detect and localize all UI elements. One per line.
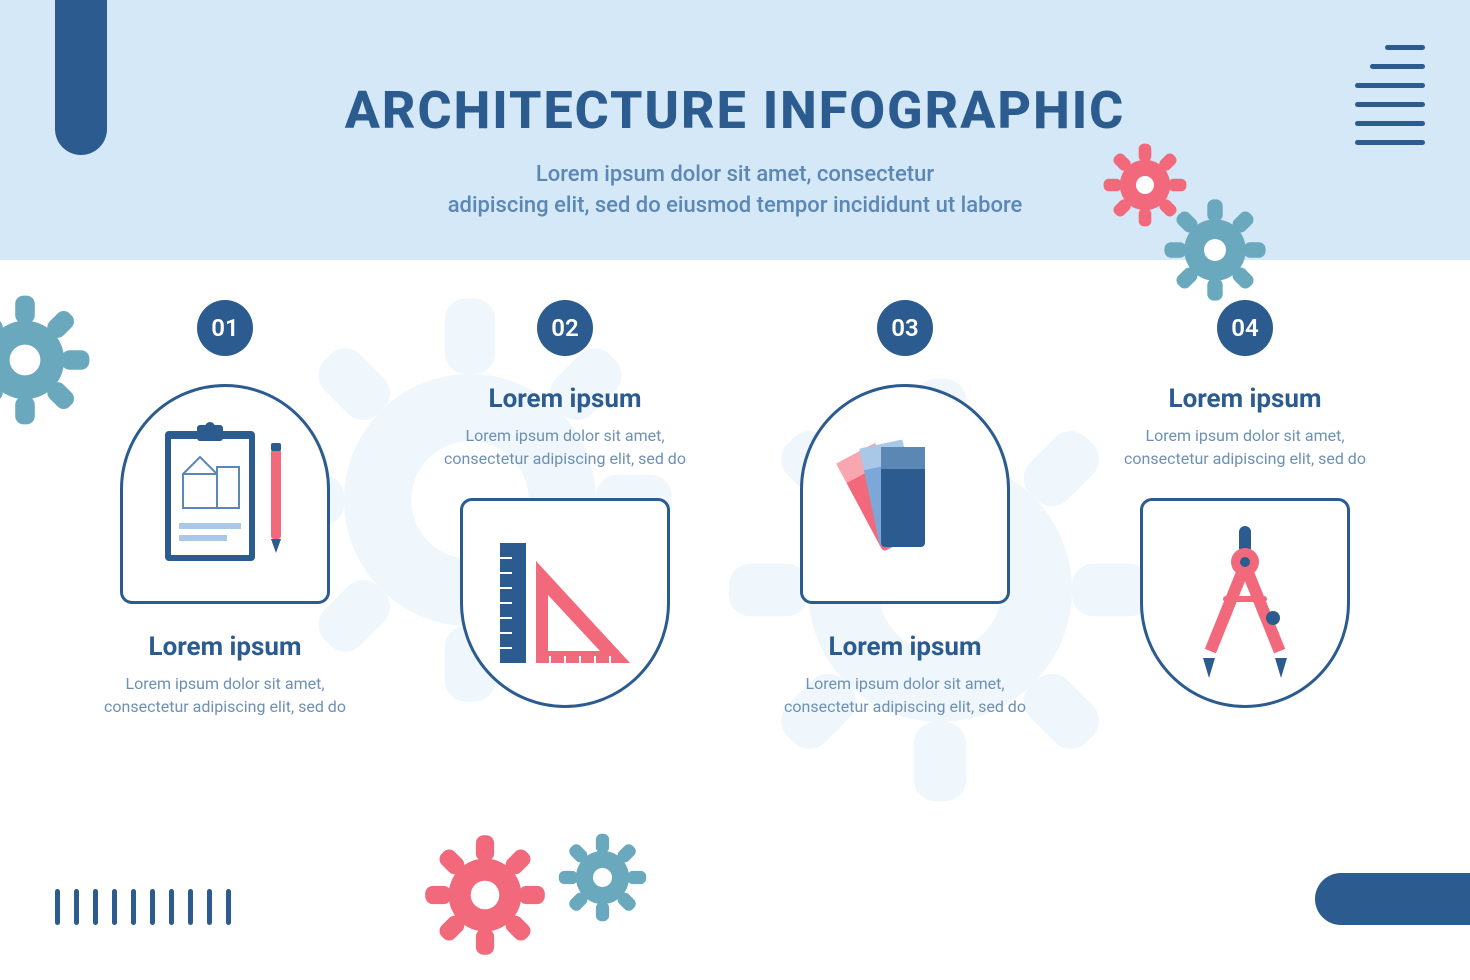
- rulers-icon: [490, 533, 640, 673]
- step-desc: Lorem ipsum dolor sit amet, consectetur …: [425, 424, 705, 470]
- step-illustration: [1140, 498, 1350, 708]
- step-title: Lorem ipsum: [765, 632, 1045, 662]
- step-illustration: [800, 384, 1010, 604]
- step-card: 04 Lorem ipsum Lorem ipsum dolor sit amet…: [1095, 300, 1395, 718]
- decor-pill-bottom-right: [1315, 873, 1470, 925]
- step-illustration: [460, 498, 670, 708]
- gear-icon: [420, 830, 550, 960]
- step-card: 01 Lorem ipsum Lorem ipsum dolor sit amet…: [75, 300, 375, 718]
- step-card: 03 Lorem ipsum Lorem ipsum dolor sit amet…: [755, 300, 1055, 718]
- gear-icon: [555, 830, 650, 925]
- subtitle-line-1: Lorem ipsum dolor sit amet, consectetur: [536, 162, 934, 187]
- step-number-badge: 01: [197, 300, 253, 356]
- step-text: Lorem ipsum Lorem ipsum dolor sit amet, c…: [425, 384, 705, 470]
- step-title: Lorem ipsum: [85, 632, 365, 662]
- gear-icon: [1160, 195, 1270, 305]
- step-card: 02 Lorem ipsum Lorem ipsum dolor sit amet…: [415, 300, 715, 718]
- decor-ticks-bottom-left: [55, 889, 231, 925]
- step-text: Lorem ipsum Lorem ipsum dolor sit amet, c…: [1105, 384, 1385, 470]
- step-text: Lorem ipsum Lorem ipsum dolor sit amet, c…: [85, 632, 365, 718]
- subtitle-line-2: adipiscing elit, sed do eiusmod tempor i…: [448, 193, 1023, 218]
- step-illustration: [120, 384, 330, 604]
- compass-icon: [1175, 518, 1315, 688]
- page-title: ARCHITECTURE INFOGRAPHIC: [0, 80, 1470, 141]
- step-desc: Lorem ipsum dolor sit amet, consectetur …: [85, 672, 365, 718]
- step-title: Lorem ipsum: [425, 384, 705, 414]
- clipboard-icon: [155, 419, 295, 569]
- step-desc: Lorem ipsum dolor sit amet, consectetur …: [1105, 424, 1385, 470]
- swatches-icon: [825, 419, 985, 569]
- step-number-badge: 03: [877, 300, 933, 356]
- step-title: Lorem ipsum: [1105, 384, 1385, 414]
- step-desc: Lorem ipsum dolor sit amet, consectetur …: [765, 672, 1045, 718]
- step-number-badge: 04: [1217, 300, 1273, 356]
- step-text: Lorem ipsum Lorem ipsum dolor sit amet, c…: [765, 632, 1045, 718]
- steps-row: 01 Lorem ipsum Lorem ipsum dolor sit amet…: [75, 300, 1395, 718]
- step-number-badge: 02: [537, 300, 593, 356]
